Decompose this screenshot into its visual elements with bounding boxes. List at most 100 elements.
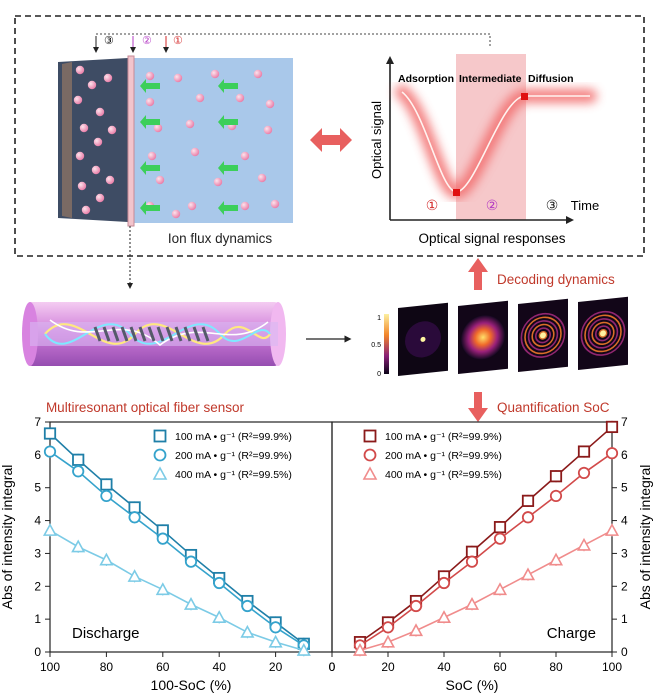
grating-line [120, 326, 129, 342]
marker-circle [465, 555, 479, 568]
x-tick-label: 80 [100, 660, 114, 674]
marker-circle [100, 489, 113, 503]
marker-circle [72, 465, 85, 478]
signal-caption: Optical signal responses [418, 231, 565, 246]
marker-triangle [380, 634, 396, 648]
marker-circle [363, 448, 377, 462]
marker-square [493, 521, 507, 534]
series-line [49, 450, 305, 647]
grating-line [111, 326, 120, 342]
marker-2: ② [142, 35, 152, 47]
ion-particle [240, 151, 250, 161]
x-tick-label: 100 [40, 660, 60, 674]
grating-line [147, 326, 156, 342]
y-axis-label: Abs of intensity integral [637, 465, 653, 610]
ion-particle [95, 193, 105, 203]
grating-line [93, 326, 102, 342]
ion-particle [253, 69, 263, 79]
speckle-image-2-spot [461, 315, 505, 360]
speckle-center [540, 332, 546, 339]
marker-triangle [296, 642, 311, 656]
y-tick-label: 5 [34, 481, 41, 495]
x-tick-label: 80 [549, 660, 563, 674]
ion-flow-arrows [140, 79, 238, 215]
y-tick-label: 4 [621, 514, 628, 528]
marker-triangle [240, 624, 255, 638]
ion-flow-arrow [140, 161, 160, 175]
grating-line [174, 326, 183, 342]
y-tick-label: 2 [621, 579, 628, 593]
y-tick-label: 6 [34, 448, 41, 462]
marker-triangle [183, 596, 199, 610]
x-tick-label: 100 [602, 660, 622, 674]
series-line [49, 432, 305, 645]
marker-triangle [604, 523, 620, 536]
ion-particle [195, 93, 205, 103]
decoding-arrow-icon [468, 258, 488, 290]
ion-particle [87, 80, 97, 90]
marker-circle [241, 599, 254, 613]
ion-particle [75, 151, 85, 161]
decoding-label: Decoding dynamics [497, 272, 615, 287]
x-tick-label: 60 [493, 660, 507, 674]
speckle-ring [520, 312, 566, 358]
ion-particle [240, 201, 250, 211]
marker-square [363, 429, 377, 443]
x-tick-label: 40 [213, 660, 227, 674]
fiber-grating [93, 326, 210, 342]
speckle-ring [524, 316, 562, 355]
signal-x-arrowhead [566, 216, 574, 224]
grating-line [165, 326, 174, 342]
electrolyte-region [128, 58, 293, 223]
marker-circle [43, 445, 57, 458]
marker-circle [409, 599, 423, 613]
signal-xlabel: Time [571, 198, 599, 213]
grating-line [201, 326, 210, 342]
phase-diffusion: Diffusion [528, 73, 574, 85]
marker-triangle [268, 634, 283, 648]
speckle-image-4 [578, 296, 628, 370]
signal-y-arrowhead [386, 56, 394, 64]
marker-triangle [127, 569, 142, 582]
dotted-link-line [95, 33, 491, 46]
mode-wave-cyan [44, 323, 271, 345]
ion-particle [263, 125, 273, 135]
ion-particle [93, 137, 103, 147]
speckle-image-1 [398, 302, 448, 376]
ion-particle [73, 95, 83, 105]
marker-triangle [352, 642, 368, 656]
ion-particle [171, 209, 181, 219]
marker-3: ③ [104, 35, 114, 47]
ion-particle [79, 123, 89, 133]
y-tick-label: 4 [34, 514, 41, 528]
x-tick-label: 0 [329, 660, 336, 674]
series-line [49, 529, 305, 652]
ion-particle [81, 205, 91, 215]
chart-discharge: 0 1 2 3 4 5 6 7 100 80 60 40 20 0 100-SoC (%) Abs of in… [0, 415, 336, 693]
x-axis-label: SoC (%) [446, 677, 499, 693]
y-tick-label: 3 [34, 546, 41, 560]
speckle-ring [580, 310, 626, 356]
x-tick-label: 40 [437, 660, 451, 674]
marker-square [605, 420, 619, 434]
speckle-image-3-rings [520, 312, 566, 358]
marker-square [153, 429, 167, 443]
marker-triangle [152, 466, 168, 480]
mode-wave-white [49, 319, 269, 347]
y-tick-label: 1 [621, 612, 628, 626]
ion-particle [91, 165, 101, 175]
marker-circle [549, 489, 563, 503]
ion-particle [173, 73, 183, 83]
y-tick-label: 7 [34, 415, 41, 429]
marker-square [128, 501, 141, 514]
legend-entry: 200 mA • g⁻¹ (R²=99.9%) [175, 450, 292, 462]
speckle-ring [598, 328, 608, 338]
speckle-image-2 [458, 300, 508, 374]
ion-particle [190, 147, 200, 157]
quant-arrow-icon [468, 392, 488, 422]
sensor-label: Multiresonant optical fiber sensor [46, 400, 245, 415]
phase-marker-3: ③ [546, 197, 559, 213]
grating-line [192, 326, 201, 342]
colorbar-tick-1: 1 [377, 315, 381, 322]
ion-flow-arrow [140, 115, 160, 129]
